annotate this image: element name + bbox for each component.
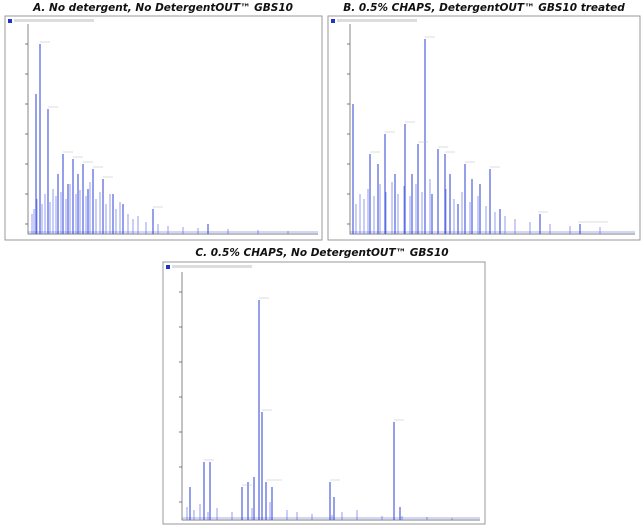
peaks xyxy=(352,39,581,234)
window-header xyxy=(14,19,94,22)
noise xyxy=(350,179,635,234)
spectrum xyxy=(179,272,480,521)
y-ticks xyxy=(25,43,28,225)
spectrum xyxy=(25,24,318,235)
noise xyxy=(28,182,318,234)
spectrum xyxy=(347,24,635,235)
panel-b: B. 0.5% CHAPS, DetergentOUT™ GBS10 treat… xyxy=(327,2,641,241)
window-icon xyxy=(331,19,335,23)
peak-labels xyxy=(40,41,163,208)
window-icon xyxy=(166,265,170,269)
panel-c: C. 0.5% CHAPS, No DetergentOUT™ GBS10 xyxy=(162,247,486,525)
panel-title: B. 0.5% CHAPS, DetergentOUT™ GBS10 treat… xyxy=(343,2,625,14)
peak-labels xyxy=(370,36,608,223)
window-header xyxy=(337,19,417,22)
panel-title: A. No detergent, No DetergentOUT™ GBS10 xyxy=(32,2,293,14)
spectrum-window xyxy=(327,15,641,241)
peak-labels xyxy=(204,297,404,486)
spectrum-window xyxy=(162,261,486,525)
panel-a: A. No detergent, No DetergentOUT™ GBS10 xyxy=(4,2,323,241)
window-header xyxy=(172,265,252,268)
window-icon xyxy=(8,19,12,23)
peaks xyxy=(189,300,401,520)
axes xyxy=(181,272,480,521)
y-ticks xyxy=(179,291,182,503)
peaks xyxy=(35,44,209,234)
panel-title: C. 0.5% CHAPS, No DetergentOUT™ GBS10 xyxy=(195,247,448,259)
noise xyxy=(182,502,480,520)
y-ticks xyxy=(347,43,350,225)
axes xyxy=(27,24,318,235)
spectrum-window xyxy=(4,15,323,241)
